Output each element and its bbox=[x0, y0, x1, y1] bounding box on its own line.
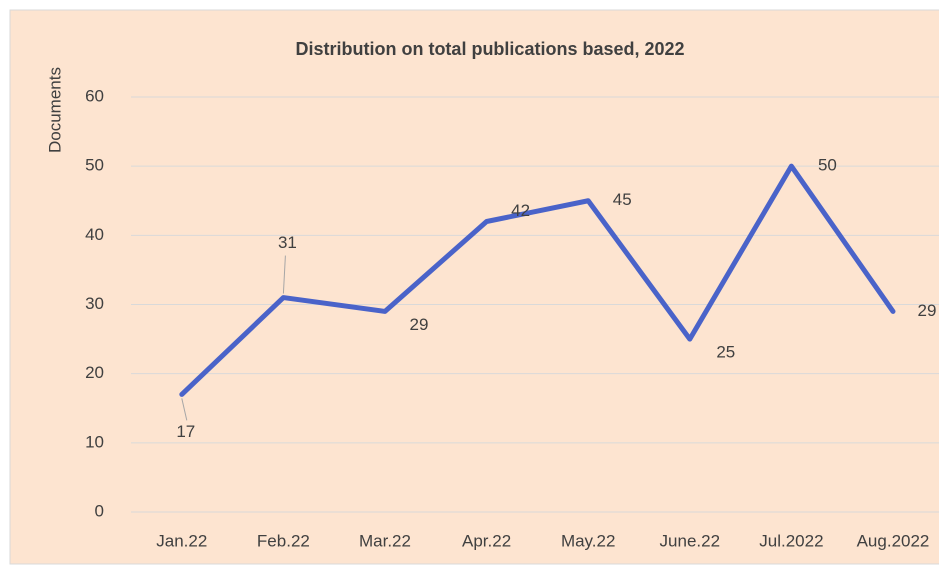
y-axis-label: Documents bbox=[45, 67, 64, 153]
data-label: 29 bbox=[918, 301, 937, 320]
data-label: 45 bbox=[613, 190, 632, 209]
data-label: 29 bbox=[410, 315, 429, 334]
chart-background bbox=[9, 9, 939, 565]
y-tick-label: 20 bbox=[85, 363, 104, 382]
data-label: 50 bbox=[818, 156, 837, 175]
x-tick-label: June.22 bbox=[660, 531, 721, 550]
data-label: 42 bbox=[511, 201, 530, 220]
data-label: 25 bbox=[716, 343, 735, 362]
y-tick-label: 60 bbox=[85, 86, 104, 105]
x-tick-label: Jan.22 bbox=[156, 531, 207, 550]
y-tick-label: 40 bbox=[85, 225, 104, 244]
x-tick-label: Feb.22 bbox=[257, 531, 310, 550]
y-tick-label: 50 bbox=[85, 156, 104, 175]
data-label: 31 bbox=[278, 233, 297, 252]
data-label: 17 bbox=[176, 422, 195, 441]
chart-title: Distribution on total publications based… bbox=[295, 39, 684, 59]
y-tick-label: 0 bbox=[95, 501, 104, 520]
x-tick-label: Jul.2022 bbox=[759, 531, 823, 550]
x-tick-label: Mar.22 bbox=[359, 531, 411, 550]
x-tick-label: Aug.2022 bbox=[857, 531, 930, 550]
leader-line bbox=[282, 255, 286, 294]
leader-line bbox=[181, 398, 188, 421]
line-series bbox=[179, 163, 896, 397]
x-tick-label: Apr.22 bbox=[462, 531, 511, 550]
y-tick-label: 30 bbox=[85, 294, 104, 313]
y-tick-label: 10 bbox=[85, 432, 104, 451]
x-tick-label: May.22 bbox=[561, 531, 616, 550]
